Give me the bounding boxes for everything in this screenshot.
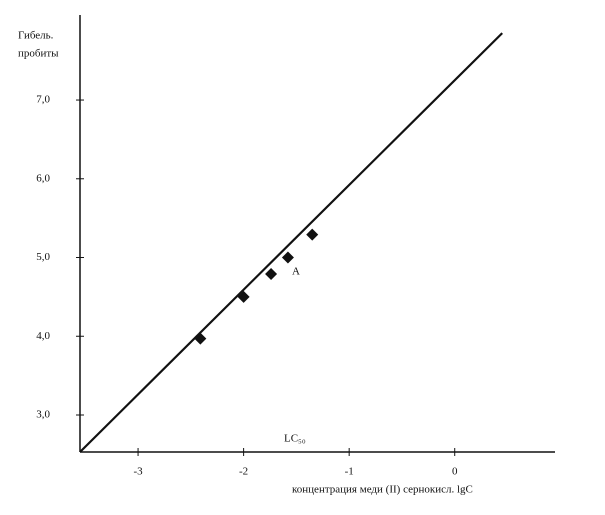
y-tick-label: 3,0 (36, 409, 50, 421)
y-tick-label: 6,0 (36, 172, 50, 184)
annotation: LC₅₀ (284, 433, 306, 445)
data-point (265, 268, 278, 281)
data-point (306, 228, 319, 241)
y-tick-label: 5,0 (36, 251, 50, 263)
y-tick-label: 4,0 (36, 330, 50, 342)
x-axis-label: концентрация меди (II) сернокисл. lgC (292, 484, 473, 496)
data-point (194, 332, 207, 345)
x-tick-label: -3 (133, 466, 143, 478)
y-axis-label: Гибель. (18, 30, 54, 42)
data-point (281, 251, 294, 264)
fit-line (79, 32, 503, 453)
y-axis-label: пробиты (18, 48, 59, 60)
x-tick-label: 0 (452, 466, 458, 478)
data-point (237, 290, 250, 303)
y-tick-label: 7,0 (36, 94, 50, 106)
annotation: A (292, 266, 300, 278)
x-tick-label: -2 (239, 466, 248, 478)
x-tick-label: -1 (345, 466, 354, 478)
